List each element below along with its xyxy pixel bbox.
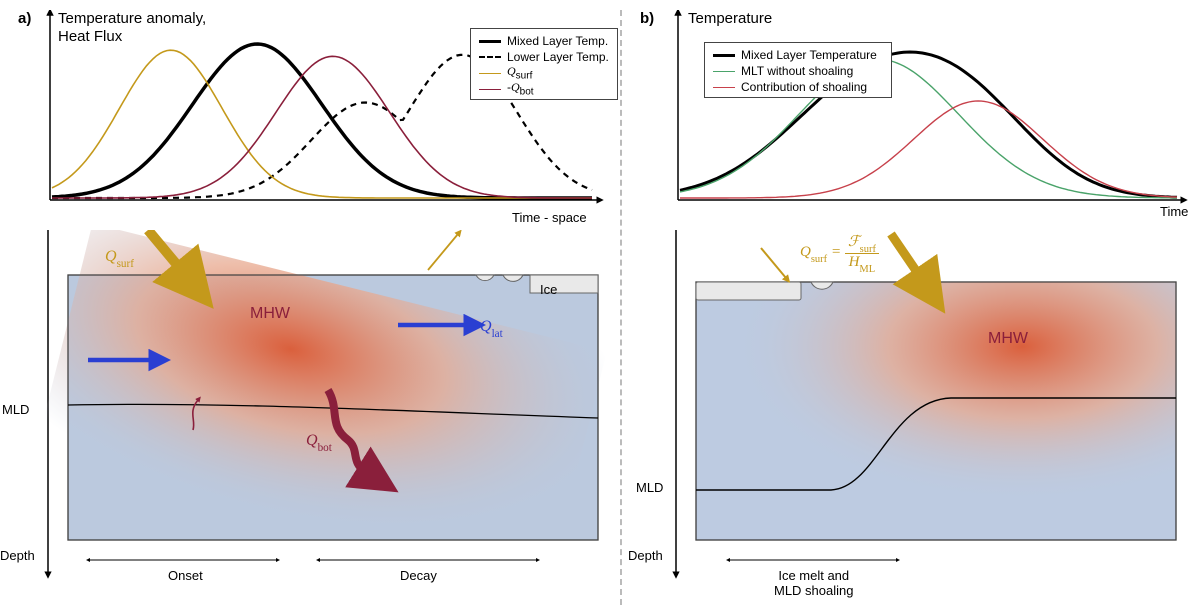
panel-b-mhw-label: MHW (988, 330, 1028, 348)
legend-item: Contribution of shoaling (713, 79, 883, 95)
panel-b-mld-label: MLD (636, 480, 663, 495)
legend-item: Qsurf (479, 65, 609, 81)
panel-a-legend: Mixed Layer Temp.Lower Layer Temp.Qsurf-… (470, 28, 618, 100)
legend-item: Mixed Layer Temperature (713, 47, 883, 63)
panel-a-x-title: Time - space (512, 210, 587, 225)
panel-b-legend: Mixed Layer TemperatureMLT without shoal… (704, 42, 892, 98)
panel-a-onset-label: Onset (168, 568, 203, 583)
q-surf-arrow-big (891, 234, 921, 278)
panel-a-label: a) (18, 10, 31, 27)
panel-a-qlat-label: Qlat (480, 318, 503, 338)
q-surf-arrow-out (428, 234, 458, 270)
panel-b-top-chart (672, 10, 1192, 210)
panel-a-diagram (28, 230, 613, 590)
legend-item: Mixed Layer Temp. (479, 33, 609, 49)
panel-a-qbot-label: Qbot (306, 432, 332, 452)
panel-a-mld-label: MLD (2, 402, 29, 417)
panel-b-label: b) (640, 10, 654, 27)
panel-a-qsurf-label: Qsurf (105, 248, 134, 268)
panel-b-depth-label: Depth (628, 548, 663, 563)
panel-a-ice-label: Ice (540, 282, 557, 297)
q-surf-formula: Qsurf = ℱsurf HML (800, 232, 879, 273)
panel-separator (620, 10, 622, 605)
panel-b-diagram (656, 230, 1191, 590)
legend-item: MLT without shoaling (713, 63, 883, 79)
figure-canvas: a) Temperature anomaly, Heat Flux Time -… (0, 0, 1200, 615)
legend-item: -Qbot (479, 81, 609, 97)
panel-b-phase-label: Ice melt and MLD shoaling (774, 568, 854, 598)
panel-a-mhw-label: MHW (250, 305, 290, 323)
q-surf-arrow-small (761, 248, 786, 278)
legend-item: Lower Layer Temp. (479, 49, 609, 65)
panel-b-x-title: Time (1160, 204, 1188, 219)
panel-a-decay-label: Decay (400, 568, 437, 583)
panel-a-depth-label: Depth (0, 548, 35, 563)
